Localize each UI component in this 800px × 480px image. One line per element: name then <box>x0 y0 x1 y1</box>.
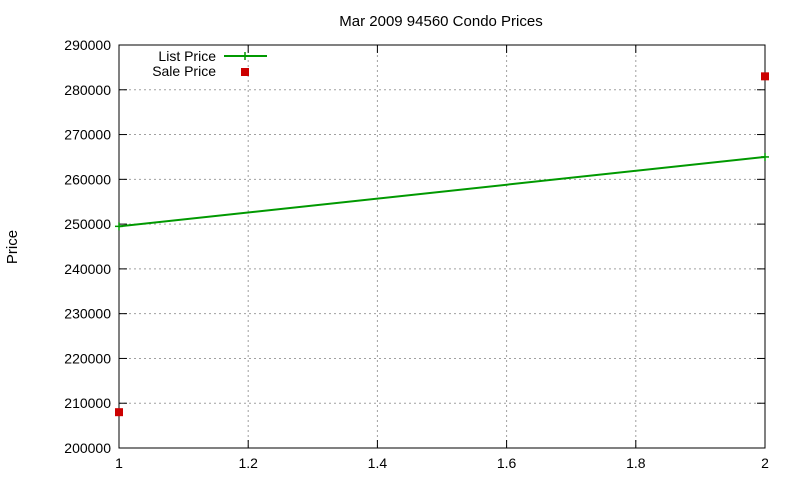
legend: List Price Sale Price <box>152 48 267 79</box>
legend-marker-list-price <box>241 52 249 60</box>
y-tick-label: 290000 <box>64 37 111 53</box>
data-point-sale-price <box>761 72 769 81</box>
x-tick-label: 1.8 <box>626 455 646 471</box>
data-point-sale-price <box>115 408 123 417</box>
y-tick-label: 260000 <box>64 171 111 187</box>
y-tick-label: 200000 <box>64 440 111 456</box>
plot-frame <box>118 44 766 449</box>
y-tick-label: 210000 <box>64 395 111 411</box>
y-axis-label: Price <box>4 230 21 264</box>
axis-ticks: 200000 210000 220000 230000 240000 250000 2600… <box>64 37 769 471</box>
legend-marker-sale-price <box>241 68 249 76</box>
grid <box>119 45 765 448</box>
x-tick-label: 1.2 <box>238 455 258 471</box>
data-point-list-price <box>115 222 123 231</box>
y-tick-label: 250000 <box>64 216 111 232</box>
series-line-list-price <box>118 155 766 228</box>
y-tick-label: 280000 <box>64 82 111 98</box>
x-tick-label: 1.4 <box>368 455 388 471</box>
legend-swatch-list-price <box>224 52 267 60</box>
x-tick-label: 2 <box>761 455 769 471</box>
y-tick-label: 270000 <box>64 127 111 143</box>
chart-title: Mar 2009 94560 Condo Prices <box>339 13 542 30</box>
legend-label-list-price: List Price <box>158 48 216 64</box>
x-tick-label: 1 <box>115 455 123 471</box>
x-tick-label: 1.6 <box>497 455 517 471</box>
series <box>115 72 769 417</box>
y-tick-label: 220000 <box>64 350 111 366</box>
y-tick-label: 240000 <box>64 261 111 277</box>
legend-swatch-sale-price <box>241 68 249 76</box>
data-point-list-price <box>761 152 769 161</box>
legend-label-sale-price: Sale Price <box>152 63 216 79</box>
y-tick-label: 230000 <box>64 306 111 322</box>
